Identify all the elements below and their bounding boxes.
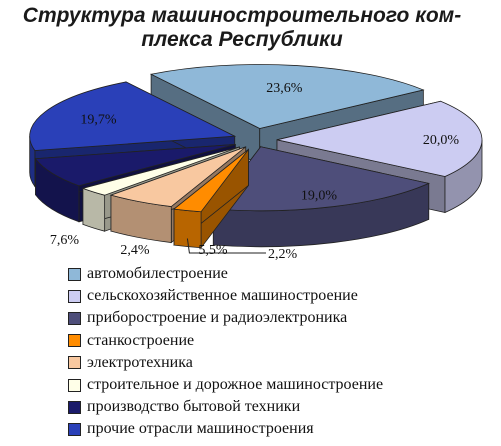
legend-item: сельскохозяйственное машиностроение — [68, 285, 383, 307]
slice-top — [109, 146, 246, 207]
data-label: 2,4% — [120, 243, 150, 258]
slice-top — [212, 146, 430, 212]
slice-top — [34, 144, 236, 187]
legend-swatch — [68, 378, 81, 392]
data-label: 7,6% — [50, 233, 80, 248]
legend-label: приборостроение и радиоэлектроника — [87, 309, 348, 327]
slice-top — [81, 146, 240, 196]
data-label: 23,6% — [266, 81, 303, 96]
chart-title: Структура машиностроительного ком- плекс… — [0, 4, 484, 52]
legend-item: автомобилестроение — [68, 263, 383, 285]
legend-item: строительное и дорожное машиностроение — [68, 374, 383, 396]
data-label: 5,5% — [198, 243, 228, 258]
legend-label: автомобилестроение — [87, 265, 228, 283]
chart-title-line-2: плекса Республики — [141, 28, 343, 51]
legend-swatch — [68, 422, 81, 436]
legend-label: строительное и дорожное машиностроение — [87, 376, 384, 394]
legend-item: прочие отрасли машиностроения — [68, 418, 383, 440]
legend-label: прочие отрасли машиностроения — [87, 420, 314, 438]
slice-top — [173, 149, 249, 213]
legend-label: станкостроение — [87, 331, 195, 349]
slice-rim — [82, 187, 106, 232]
data-label: 2,2% — [268, 247, 298, 262]
legend-item: электротехника — [68, 352, 383, 374]
legend-item: производство бытовой техники — [68, 396, 383, 418]
legend-label: электротехника — [87, 353, 193, 371]
slice-top — [29, 81, 237, 151]
legend: автомобилестроение сельскохозяйственное … — [68, 263, 383, 441]
data-label: 19,7% — [80, 113, 117, 128]
data-label: 19,0% — [301, 189, 338, 204]
data-label: 20,0% — [423, 133, 460, 148]
legend-swatch — [68, 267, 81, 281]
legend-swatch — [68, 400, 81, 414]
legend-swatch — [68, 311, 81, 325]
legend-item: приборостроение и радиоэлектроника — [68, 307, 383, 329]
legend-swatch — [68, 289, 81, 303]
pie-slice — [173, 148, 249, 249]
legend-label: сельскохозяйственное машиностроение — [87, 287, 358, 305]
leader-line — [186, 238, 266, 254]
legend-swatch — [68, 356, 81, 370]
slice-top — [149, 64, 425, 129]
legend-swatch — [68, 334, 81, 348]
slice-top — [276, 100, 483, 177]
legend-label: производство бытовой техники — [87, 398, 301, 416]
legend-item: станкостроение — [68, 330, 383, 352]
chart-title-line-1: Структура машиностроительного ком- — [22, 4, 462, 27]
